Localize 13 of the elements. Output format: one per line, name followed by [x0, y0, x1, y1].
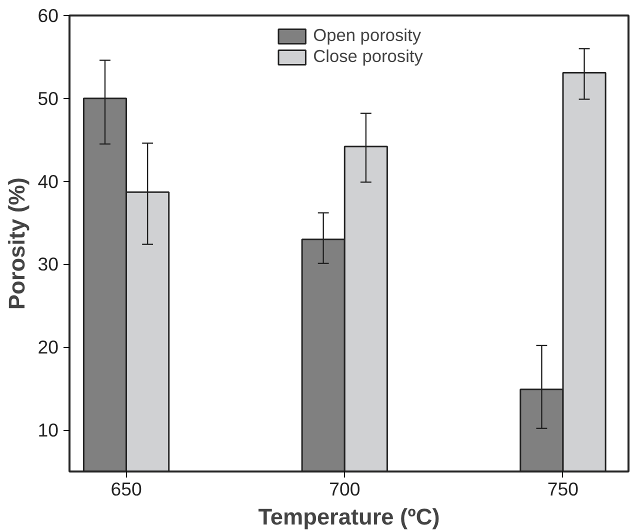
- y-tick-label: 10: [38, 420, 59, 441]
- y-tick-label: 40: [38, 170, 59, 192]
- legend-label: Close porosity: [313, 46, 423, 67]
- x-tick-label: 750: [547, 478, 579, 500]
- x-tick-label: 700: [329, 478, 360, 500]
- x-tick-label: 650: [110, 478, 142, 500]
- x-axis-title: Temperature (ºC): [258, 504, 440, 530]
- legend-label: Open porosity: [313, 25, 421, 46]
- y-tick-label: 20: [38, 336, 59, 358]
- y-tick-label: 60: [38, 5, 59, 26]
- y-axis-title: Porosity (%): [4, 177, 30, 310]
- y-tick-label: 30: [38, 254, 59, 275]
- y-tick-label: 50: [38, 88, 59, 109]
